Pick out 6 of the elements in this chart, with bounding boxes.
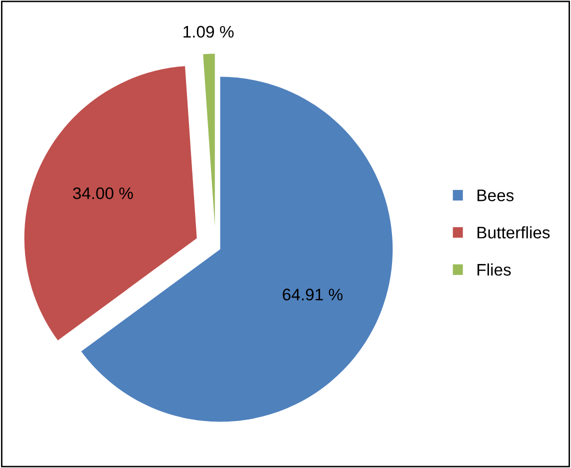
legend-label: Flies bbox=[478, 263, 511, 276]
legend-label: Bees bbox=[478, 190, 514, 202]
data-label: 34.00 % bbox=[72, 187, 133, 200]
data-label: 1.09 % bbox=[184, 26, 234, 38]
data-label: 64.91 % bbox=[282, 288, 343, 300]
legend-label: Butterflies bbox=[478, 226, 550, 238]
